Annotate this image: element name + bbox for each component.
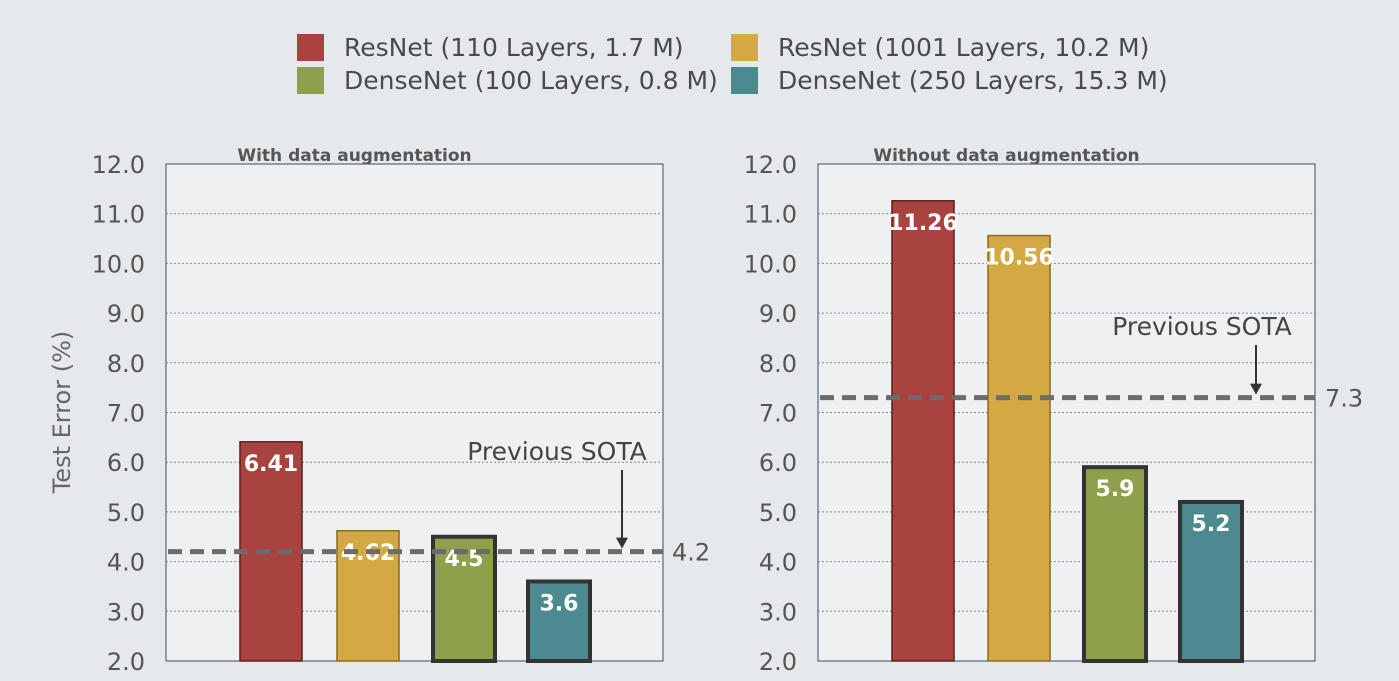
- y-tick-label: 4.0: [759, 549, 797, 577]
- legend-label-1: ResNet (110 Layers, 1.7 M): [344, 33, 684, 62]
- y-tick-label: 2.0: [107, 648, 145, 676]
- y-tick-label: 7.0: [107, 400, 145, 428]
- y-tick-label: 9.0: [759, 300, 797, 328]
- panel-with-augmentation: 12.0 11.0 10.0 9.0 8.0 7.0 6.0 5.0 4.0 3.0 2.0 With…: [92, 146, 711, 676]
- legend-swatch-1: [297, 34, 324, 61]
- bar-value-label: 5.9: [1096, 477, 1135, 502]
- y-tick-label: 2.0: [759, 648, 797, 676]
- legend-swatch-2: [731, 34, 758, 61]
- y-tick-label: 11.0: [92, 201, 145, 229]
- bar-4: [526, 579, 592, 663]
- legend-label-2: ResNet (1001 Layers, 10.2 M): [778, 33, 1149, 62]
- y-tick-label: 8.0: [759, 350, 797, 378]
- legend: ResNet (110 Layers, 1.7 M) ResNet (1001 L…: [297, 33, 1168, 95]
- y-tick-label: 7.0: [759, 400, 797, 428]
- sota-label: Previous SOTA: [467, 437, 647, 466]
- sota-value-label: 4.2: [672, 539, 710, 567]
- legend-swatch-3: [297, 67, 324, 94]
- sota-arrow-head: [1250, 383, 1262, 395]
- y-tick-label: 10.0: [92, 250, 145, 278]
- y-tick-label: 4.0: [107, 549, 145, 577]
- bar-value-label: 3.6: [540, 591, 579, 616]
- bar-3: [1082, 465, 1148, 664]
- bar-value-label: 10.56: [984, 246, 1054, 271]
- bar-1: [891, 200, 955, 662]
- y-tick-label: 5.0: [759, 499, 797, 527]
- y-tick-label: 11.0: [744, 201, 797, 229]
- y-tick-label: 12.0: [92, 151, 145, 179]
- sota-label: Previous SOTA: [1112, 312, 1292, 341]
- y-tick-label: 6.0: [759, 449, 797, 477]
- sota-value-label: 7.3: [1325, 385, 1363, 413]
- y-tick-label: 6.0: [107, 449, 145, 477]
- bar-3: [431, 534, 497, 663]
- legend-label-4: DenseNet (250 Layers, 15.3 M): [778, 66, 1168, 95]
- legend-swatch-4: [731, 67, 758, 94]
- panel-without-augmentation: 12.0 11.0 10.0 9.0 8.0 7.0 6.0 5.0 4.0 3.0 2.0 With…: [744, 146, 1364, 676]
- sota-arrow-head: [616, 537, 628, 549]
- bar-4: [1178, 499, 1244, 663]
- y-tick-label: 5.0: [107, 499, 145, 527]
- y-tick-label: 10.0: [744, 250, 797, 278]
- bar-2: [987, 234, 1051, 662]
- y-tick-label: 3.0: [759, 598, 797, 626]
- y-tick-label: 9.0: [107, 300, 145, 328]
- y-axis-label: Test Error (%): [48, 331, 76, 495]
- panel-title: With data augmentation: [237, 146, 471, 166]
- y-tick-label: 8.0: [107, 350, 145, 378]
- bar-value-label: 6.41: [244, 452, 298, 477]
- panel-title: Without data augmentation: [873, 146, 1139, 166]
- bar-value-label: 5.2: [1192, 512, 1231, 537]
- y-tick-label: 3.0: [107, 598, 145, 626]
- y-tick-label: 12.0: [744, 151, 797, 179]
- legend-label-3: DenseNet (100 Layers, 0.8 M): [344, 66, 718, 95]
- bar-value-label: 11.26: [888, 211, 958, 236]
